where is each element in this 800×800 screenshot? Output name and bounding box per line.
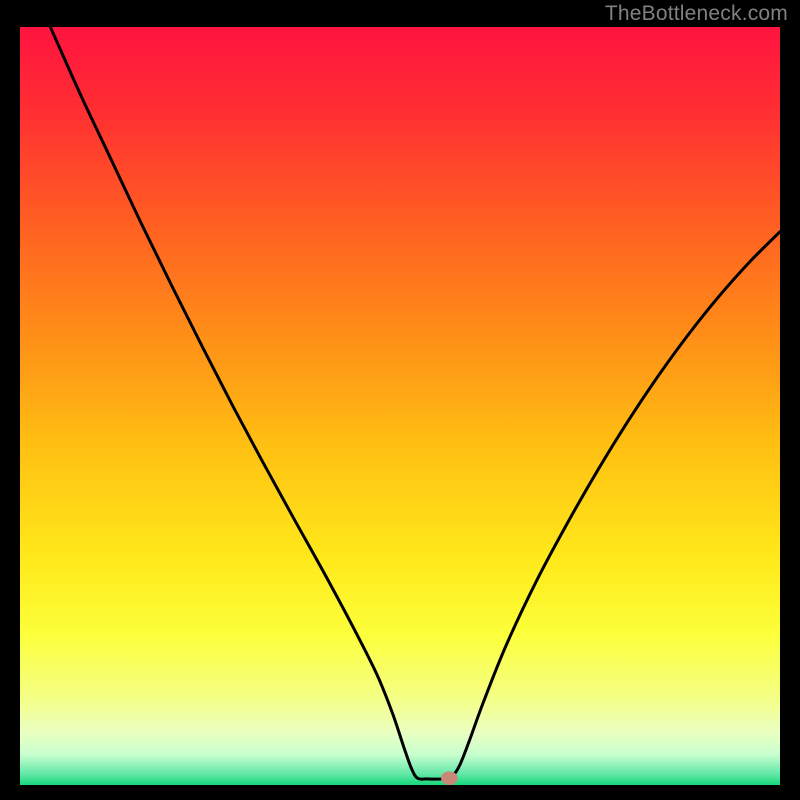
plot-area <box>20 27 780 785</box>
plot-svg <box>20 27 780 785</box>
watermark-text: TheBottleneck.com <box>605 2 788 26</box>
gradient-background <box>20 27 780 785</box>
chart-container: TheBottleneck.com <box>0 0 800 800</box>
optimal-point-marker <box>441 771 458 785</box>
